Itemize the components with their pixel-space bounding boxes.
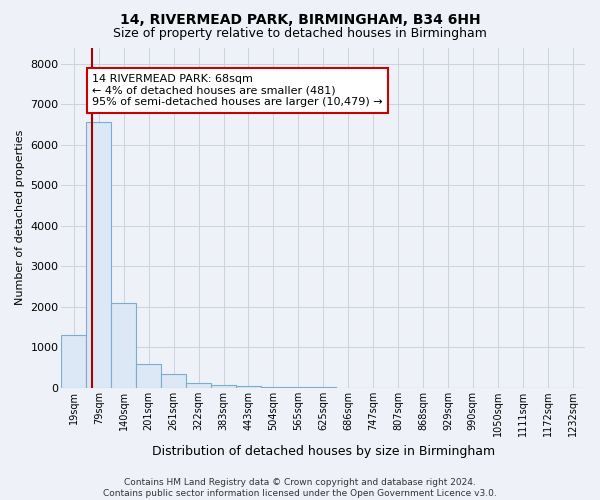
Bar xyxy=(211,384,236,388)
Text: 14, RIVERMEAD PARK, BIRMINGHAM, B34 6HH: 14, RIVERMEAD PARK, BIRMINGHAM, B34 6HH xyxy=(119,12,481,26)
Bar xyxy=(61,335,86,388)
Bar xyxy=(186,382,211,388)
Bar xyxy=(286,387,311,388)
X-axis label: Distribution of detached houses by size in Birmingham: Distribution of detached houses by size … xyxy=(152,444,495,458)
Bar xyxy=(136,364,161,388)
Bar xyxy=(236,386,261,388)
Bar xyxy=(86,122,112,388)
Text: Contains HM Land Registry data © Crown copyright and database right 2024.
Contai: Contains HM Land Registry data © Crown c… xyxy=(103,478,497,498)
Text: 14 RIVERMEAD PARK: 68sqm
← 4% of detached houses are smaller (481)
95% of semi-d: 14 RIVERMEAD PARK: 68sqm ← 4% of detache… xyxy=(92,74,383,107)
Y-axis label: Number of detached properties: Number of detached properties xyxy=(15,130,25,306)
Text: Size of property relative to detached houses in Birmingham: Size of property relative to detached ho… xyxy=(113,28,487,40)
Bar xyxy=(161,374,186,388)
Bar xyxy=(261,386,286,388)
Bar xyxy=(112,303,136,388)
